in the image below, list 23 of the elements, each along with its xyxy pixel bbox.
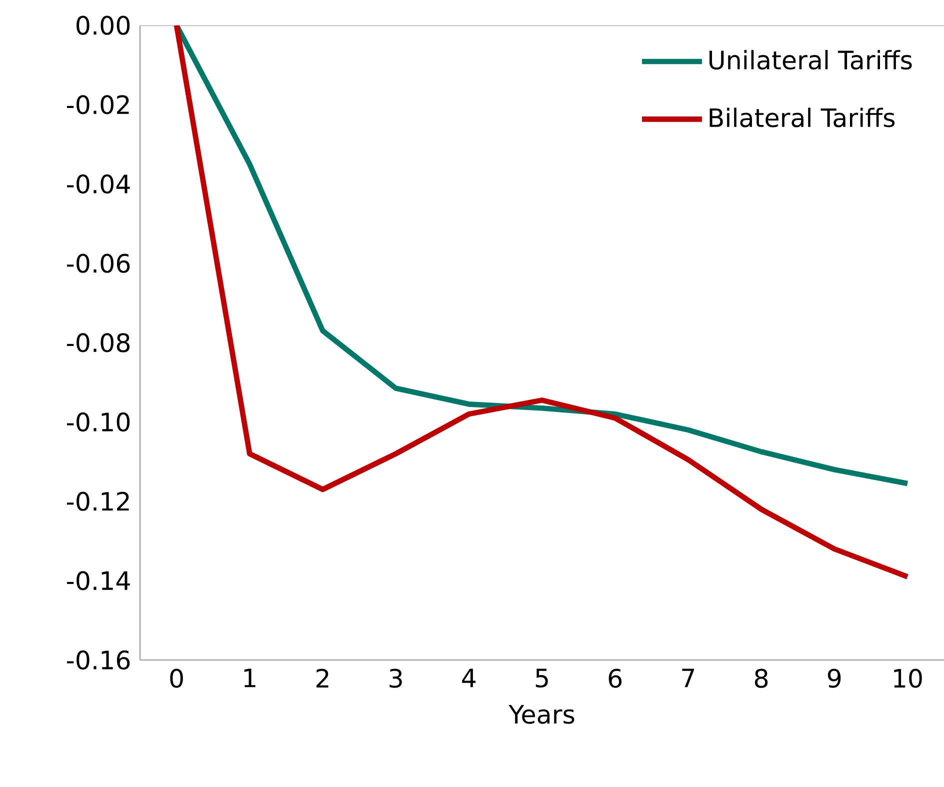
y-tick-label: -0.04 (66, 174, 130, 194)
legend-label: Bilateral Tariffs (710, 108, 895, 128)
y-tick-label: -0.10 (66, 412, 130, 432)
y-tick-label: -0.08 (66, 333, 130, 352)
x-tick-label: 0 (170, 668, 183, 688)
x-tick-label: 5 (536, 668, 548, 688)
y-tick-label: -0.12 (66, 492, 129, 512)
x-tick-label: 3 (390, 668, 402, 688)
x-tick-label: 1 (244, 668, 256, 688)
x-tick-label: 9 (828, 668, 841, 688)
y-tick-label: -0.06 (66, 254, 130, 274)
y-tick-label: 0.00 (76, 16, 130, 36)
x-tick-label: 7 (682, 668, 694, 688)
legend-label: Unilateral Tariffs (709, 50, 912, 70)
x-tick-label: 8 (754, 668, 768, 688)
x-tick-label: 2 (316, 668, 328, 688)
y-tick-label: -0.02 (66, 95, 129, 114)
y-tick-label: -0.14 (66, 571, 130, 590)
x-tick-label: 10 (894, 668, 922, 688)
y-tick-label: -0.16 (66, 650, 130, 670)
x-axis-title: Years (508, 705, 574, 724)
x-tick-label: 6 (608, 668, 622, 688)
x-tick-label: 4 (462, 668, 476, 688)
